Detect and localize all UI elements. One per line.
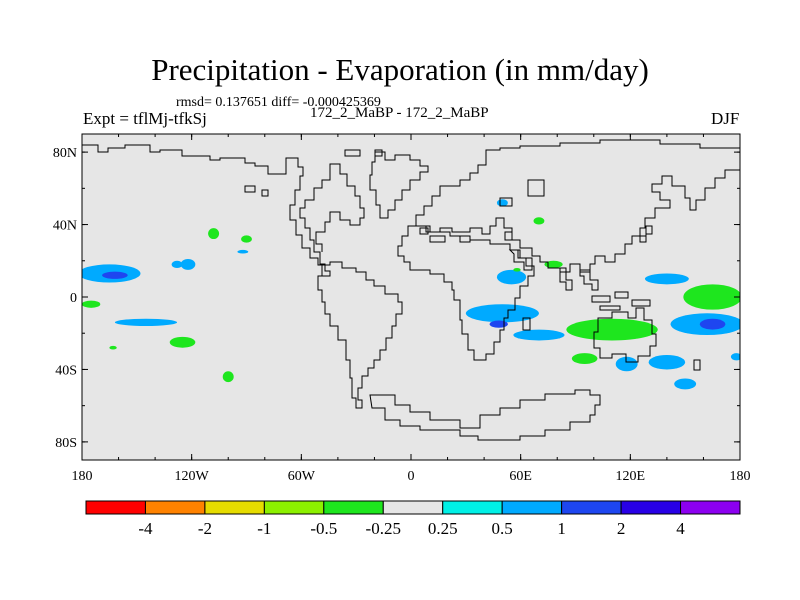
stats-label: rmsd= 0.137651 diff= -0.000425369 [176, 95, 381, 110]
coastline-se-asia [579, 269, 599, 291]
coastline-new-zealand [693, 359, 701, 371]
colorbar-label: -2 [198, 519, 212, 538]
colorbar: -4 -2 -1 -0.5 -0.25 0.25 0.5 1 2 4 [85, 500, 741, 538]
colorbar-swatch [204, 500, 265, 515]
colorbar-label: -1 [257, 519, 271, 538]
colorbar-swatch [323, 500, 384, 515]
anomaly-patch [241, 235, 252, 243]
anomaly-patch [496, 269, 527, 285]
colorbar-swatch [85, 500, 146, 515]
coastline-caspian [504, 231, 513, 241]
anomaly-patch [489, 320, 508, 328]
y-tick-label: 80S [55, 436, 77, 451]
x-tick-label: 180 [72, 469, 93, 484]
anomaly-patch [544, 260, 563, 269]
y-tick-label: 0 [70, 291, 77, 306]
colorbar-label: 2 [617, 519, 626, 538]
colorbar-label: -0.5 [310, 519, 337, 538]
coastline-islands [244, 179, 545, 207]
coastline-africa [397, 225, 535, 361]
season-label: DJF [711, 109, 740, 128]
colorbar-label: 0.5 [492, 519, 513, 538]
x-tick-label: 120W [175, 469, 210, 484]
anomaly-patch [109, 345, 117, 350]
colorbar-swatch [561, 500, 622, 515]
anomaly-patch [674, 378, 697, 390]
colorbar-label: 1 [557, 519, 566, 538]
x-tick-label: 120E [616, 469, 646, 484]
case-label: 172_2_MaBP - 172_2_MaBP [310, 105, 489, 121]
y-tick-label: 80N [53, 146, 77, 161]
y-tick-label: 40S [55, 363, 77, 378]
colorbar-swatch [680, 500, 741, 515]
chart-title: Precipitation - Evaporation (in mm/day) [151, 52, 649, 87]
coastline-greenland [369, 151, 429, 219]
y-tick-label: 40N [53, 219, 77, 234]
anomaly-patch [730, 353, 740, 361]
anomaly-patch [82, 300, 101, 308]
anomaly-layer [82, 199, 740, 390]
anomaly-patch [513, 329, 565, 341]
colorbar-swatch [501, 500, 563, 515]
coastline-australia [593, 307, 657, 363]
coastline-madagascar [522, 317, 531, 331]
anomaly-patch [171, 260, 183, 269]
anomaly-patch [222, 371, 234, 383]
colorbar-swatch [382, 500, 444, 515]
anomaly-patch [237, 249, 249, 254]
anomaly-patch [114, 318, 178, 326]
coastline-antarctica [369, 389, 601, 441]
colorbar-swatch [442, 500, 503, 515]
anomaly-patch [615, 356, 638, 372]
anomaly-patch [102, 271, 128, 279]
anomaly-patch [465, 304, 539, 323]
coastline-south-america [317, 261, 403, 409]
axes: 180 120W 60W 0 60E 120E 180 80N 40N 0 40S 80S [53, 134, 751, 484]
coastline-japan [639, 225, 653, 243]
anomaly-patch [169, 336, 196, 348]
anomaly-patch [533, 217, 545, 225]
colorbar-label: -0.25 [366, 519, 401, 538]
coastline-layer [82, 139, 740, 441]
colorbar-swatch [620, 500, 682, 515]
anomaly-patch [208, 228, 220, 240]
coastline-eurasia [415, 139, 740, 273]
x-tick-label: 0 [408, 469, 415, 484]
anomaly-patch [648, 354, 686, 370]
anomaly-patch [566, 318, 658, 341]
colorbar-label: 4 [676, 519, 685, 538]
colorbar-label: -4 [138, 519, 153, 538]
x-tick-label: 180 [730, 469, 751, 484]
anomaly-patch [496, 199, 508, 207]
anomaly-patch [513, 268, 521, 272]
anomaly-patch [644, 273, 689, 285]
anomaly-patch [571, 353, 598, 365]
anomaly-patch [703, 291, 733, 303]
plot-background [82, 134, 740, 460]
x-tick-label: 60W [288, 469, 316, 484]
colorbar-swatch [263, 500, 325, 515]
colorbar-label: 0.25 [428, 519, 458, 538]
coastline-arabia [508, 249, 533, 271]
coastline-arctic-islands [344, 149, 383, 157]
coastline-india [559, 267, 573, 291]
experiment-label: Expt = tflMj-tfkSj [83, 109, 207, 128]
x-tick-label: 60E [509, 469, 532, 484]
coastline-north-america [82, 144, 365, 277]
coastline-maritime [591, 291, 651, 311]
anomaly-patch [180, 258, 196, 270]
anomaly-patch [699, 318, 726, 330]
colorbar-swatch [144, 500, 206, 515]
